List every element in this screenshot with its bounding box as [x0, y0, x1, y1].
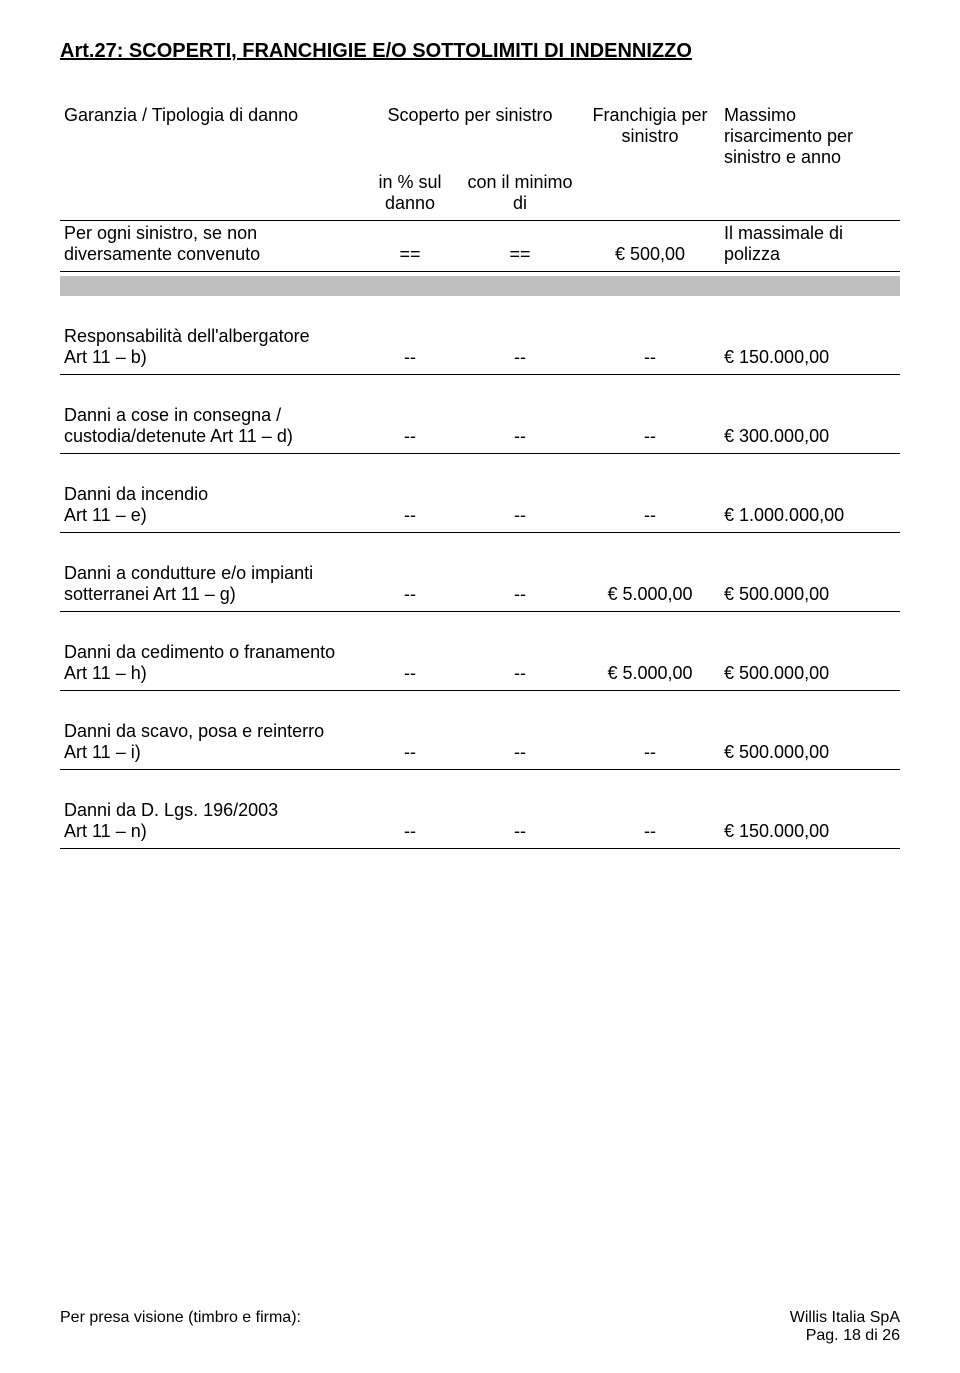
cell-value: Il massimale di polizza [720, 221, 900, 267]
row-label: Danni a condutture e/o impianti sotterra… [60, 561, 360, 607]
cell-value: € 150.000,00 [720, 324, 900, 370]
table-row: Danni da incendioArt 11 – e)------€ 1.00… [60, 482, 900, 528]
row-label: Responsabilità dell'albergatoreArt 11 – … [60, 324, 360, 370]
cell-value: -- [360, 798, 460, 844]
divider [60, 532, 900, 533]
cell-value: -- [360, 561, 460, 607]
cell-value: -- [360, 482, 460, 528]
cell-value: € 500.000,00 [720, 640, 900, 686]
footer-left: Per presa visione (timbro e firma): [60, 1309, 301, 1345]
cell-value: -- [360, 640, 460, 686]
coverage-table-header: Garanzia / Tipologia di danno Scoperto p… [60, 103, 900, 216]
row-label: Danni da incendioArt 11 – e) [60, 482, 360, 528]
cell-value: -- [460, 482, 580, 528]
cell-value: € 150.000,00 [720, 798, 900, 844]
cell-value: -- [460, 798, 580, 844]
divider [60, 769, 900, 770]
row-label: Danni da cedimento o franamentoArt 11 – … [60, 640, 360, 686]
per-ogni-label: Per ogni sinistro, se non diversamente c… [60, 221, 360, 267]
separator-bar [60, 276, 900, 296]
cell-value: € 500,00 [580, 221, 720, 267]
cell-value: € 300.000,00 [720, 403, 900, 449]
divider [60, 611, 900, 612]
cell-value: -- [580, 719, 720, 765]
footer-page-number: Pag. 18 di 26 [790, 1327, 900, 1345]
table-row: Danni da cedimento o franamentoArt 11 – … [60, 640, 900, 686]
header-franchigia: Franchigia per sinistro [580, 103, 720, 170]
cell-value: -- [360, 324, 460, 370]
divider [60, 848, 900, 849]
table-row: Danni a cose in consegna / custodia/dete… [60, 403, 900, 449]
row-label: Danni a cose in consegna / custodia/dete… [60, 403, 360, 449]
table-row: Responsabilità dell'albergatoreArt 11 – … [60, 324, 900, 370]
cell-value: -- [460, 640, 580, 686]
cell-value: -- [580, 403, 720, 449]
cell-value: -- [460, 561, 580, 607]
cell-value: € 500.000,00 [720, 719, 900, 765]
table-row: Danni da scavo, posa e reinterroArt 11 –… [60, 719, 900, 765]
table-row: Danni da D. Lgs. 196/2003Art 11 – n)----… [60, 798, 900, 844]
cell-value: -- [580, 798, 720, 844]
header-percent: in % sul danno [360, 170, 460, 216]
footer-company: Willis Italia SpA [790, 1309, 900, 1327]
page-footer: Per presa visione (timbro e firma): Will… [60, 1309, 900, 1345]
header-scoperto: Scoperto per sinistro [360, 103, 580, 170]
cell-value: -- [460, 324, 580, 370]
cell-value: € 5.000,00 [580, 640, 720, 686]
cell-value: -- [460, 719, 580, 765]
table-row: Danni a condutture e/o impianti sotterra… [60, 561, 900, 607]
cell-value: -- [580, 482, 720, 528]
cell-value: == [460, 221, 580, 267]
cell-value: == [360, 221, 460, 267]
per-ogni-row: Per ogni sinistro, se non diversamente c… [60, 221, 900, 267]
divider [60, 271, 900, 272]
cell-value: -- [580, 324, 720, 370]
row-label: Danni da scavo, posa e reinterroArt 11 –… [60, 719, 360, 765]
divider [60, 690, 900, 691]
cell-value: € 500.000,00 [720, 561, 900, 607]
header-col1: Garanzia / Tipologia di danno [60, 103, 360, 170]
divider [60, 374, 900, 375]
header-massimo: Massimo risarcimento per sinistro e anno [720, 103, 900, 170]
article-title: Art.27: SCOPERTI, FRANCHIGIE E/O SOTTOLI… [60, 40, 900, 63]
cell-value: € 1.000.000,00 [720, 482, 900, 528]
cell-value: -- [360, 403, 460, 449]
row-label: Danni da D. Lgs. 196/2003Art 11 – n) [60, 798, 360, 844]
cell-value: -- [460, 403, 580, 449]
divider [60, 453, 900, 454]
header-minimo: con il minimo di [460, 170, 580, 216]
cell-value: -- [360, 719, 460, 765]
cell-value: € 5.000,00 [580, 561, 720, 607]
